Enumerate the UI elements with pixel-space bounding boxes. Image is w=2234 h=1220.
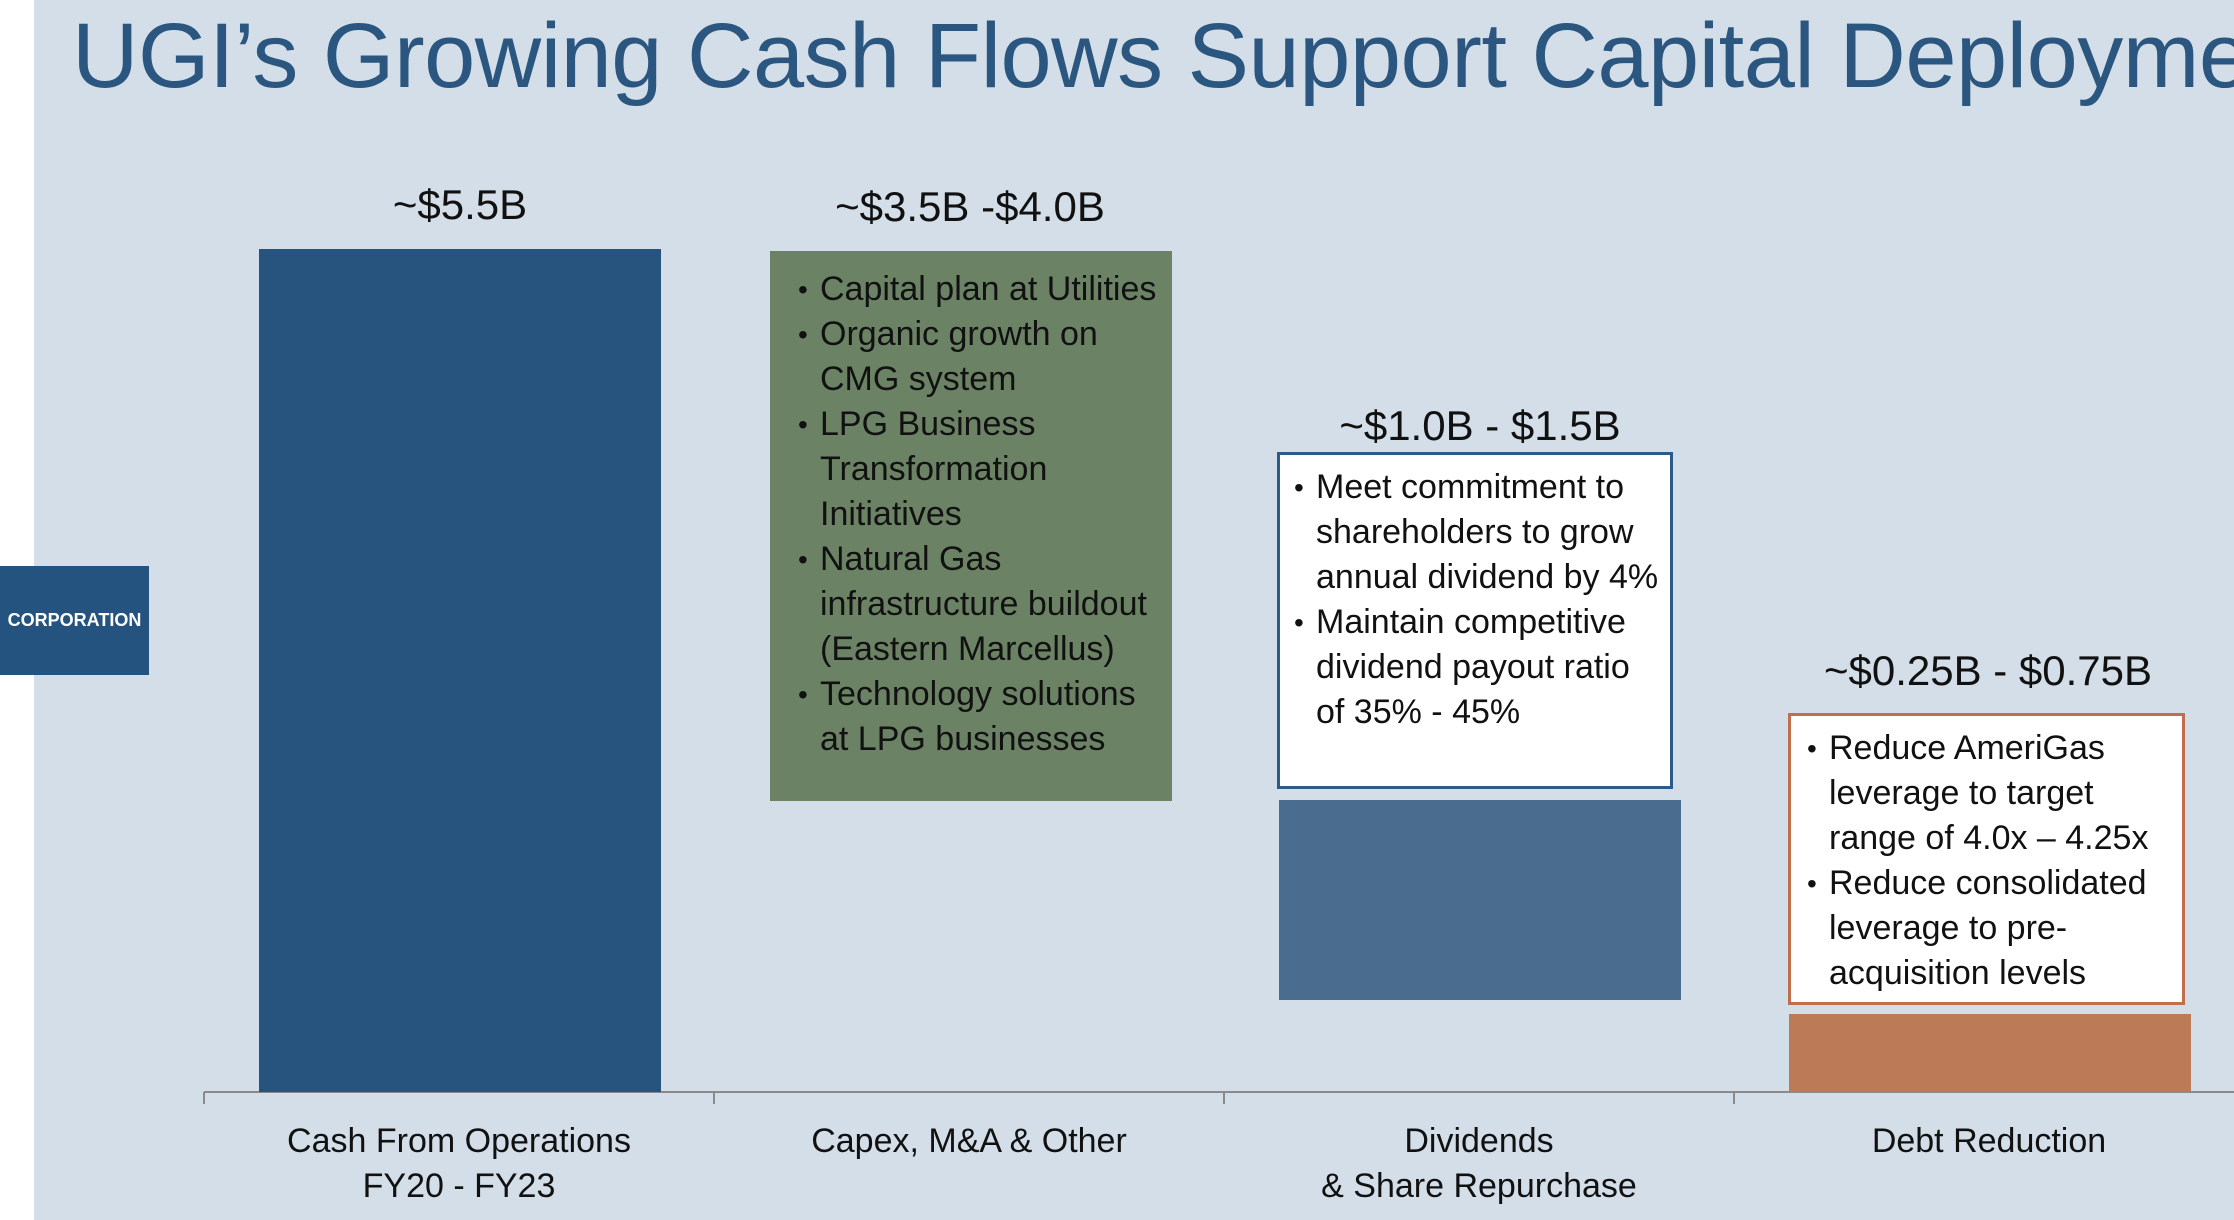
logo-text: CORPORATION bbox=[7, 610, 142, 630]
capex-bullet: Capital plan at Utilities bbox=[798, 267, 1166, 312]
capex-bullet: Natural Gas infrastructure buildout (Eas… bbox=[798, 537, 1166, 672]
category-sublabel: FY20 - FY23 bbox=[363, 1167, 556, 1205]
debt-annotation-box: Reduce AmeriGas leverage to target range… bbox=[1788, 713, 2185, 1005]
capex-bullet: Organic growth on CMG system bbox=[798, 312, 1166, 402]
dividends-bullet: Maintain competitive dividend payout rat… bbox=[1294, 600, 1662, 735]
bar-cash-from-operations bbox=[259, 249, 661, 1092]
debt-bullet: Reduce consolidated leverage to pre-acqu… bbox=[1807, 861, 2176, 996]
bar-dividends bbox=[1279, 800, 1681, 1000]
page-title: UGI’s Growing Cash Flows Support Capital… bbox=[72, 5, 2234, 107]
category-label: Debt Reduction bbox=[1872, 1122, 2106, 1160]
value-label: ~$0.25B - $0.75B bbox=[1824, 647, 2152, 694]
value-label: ~$1.0B - $1.5B bbox=[1339, 402, 1620, 449]
dividends-bullet: Meet commitment to shareholders to grow … bbox=[1294, 465, 1662, 600]
corporation-logo: CORPORATION bbox=[0, 566, 149, 675]
category-label: Capex, M&A & Other bbox=[811, 1122, 1127, 1160]
capex-bullet: LPG Business Transformation Initiatives bbox=[798, 402, 1166, 537]
dividends-annotation-box: Meet commitment to shareholders to grow … bbox=[1277, 452, 1673, 789]
category-label: Dividends bbox=[1404, 1122, 1553, 1160]
capex-annotation-box: Capital plan at Utilities Organic growth… bbox=[770, 251, 1172, 801]
bar-debt-reduction bbox=[1789, 1014, 2191, 1092]
value-label: ~$3.5B -$4.0B bbox=[835, 183, 1105, 230]
capex-bullet: Technology solutions at LPG businesses bbox=[798, 672, 1166, 762]
debt-bullet: Reduce AmeriGas leverage to target range… bbox=[1807, 726, 2176, 861]
category-sublabel: & Share Repurchase bbox=[1321, 1167, 1637, 1205]
value-label: ~$5.5B bbox=[393, 181, 527, 228]
category-label: Cash From Operations bbox=[287, 1122, 631, 1160]
